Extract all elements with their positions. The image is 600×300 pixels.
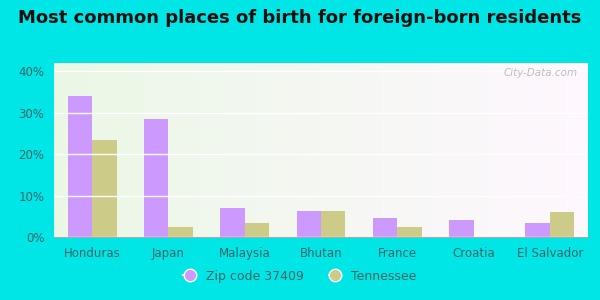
Bar [92, 140, 116, 237]
Bar [526, 223, 550, 237]
Text: City-Data.com: City-Data.com [503, 68, 577, 78]
Legend: Zip code 37409, Tennessee: Zip code 37409, Tennessee [178, 265, 422, 288]
Bar [321, 211, 346, 237]
Text: Most common places of birth for foreign-born residents: Most common places of birth for foreign-… [19, 9, 581, 27]
Bar [68, 96, 92, 237]
Bar [144, 119, 169, 237]
Bar [373, 218, 397, 237]
Bar [296, 211, 321, 237]
Bar [550, 212, 574, 237]
Bar [245, 223, 269, 237]
Bar [169, 226, 193, 237]
Bar [220, 208, 245, 237]
Bar [397, 226, 422, 237]
Bar [449, 220, 473, 237]
